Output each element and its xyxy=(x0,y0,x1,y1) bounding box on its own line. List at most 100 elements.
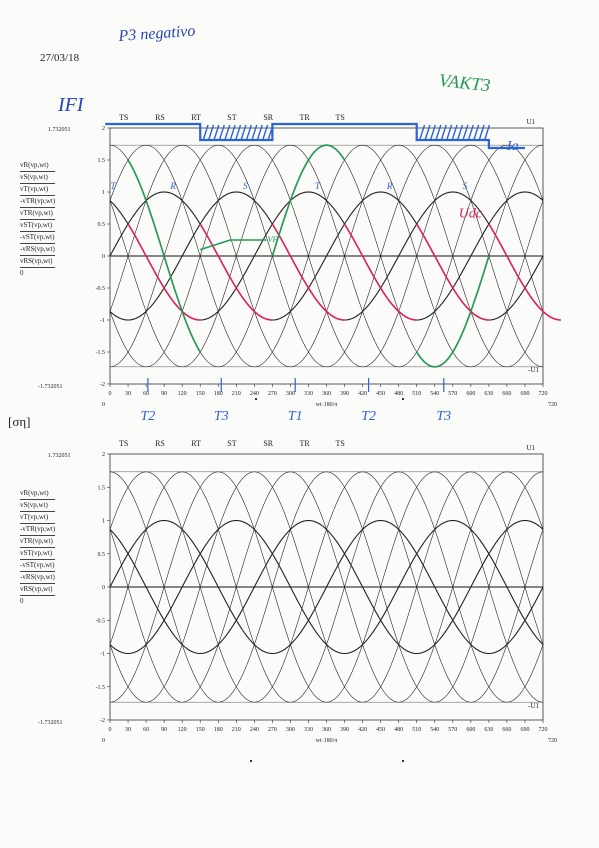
current-hatch xyxy=(229,124,236,141)
series-legend-top: vR(vp,wt) vS(vp,wt) vT(vp,wt) -vTR(vp,wt… xyxy=(20,160,56,279)
vf-label: VF xyxy=(268,235,278,244)
x-tick-label: 210 xyxy=(232,391,241,397)
current-hatch xyxy=(429,124,437,141)
current-hatch xyxy=(240,124,247,141)
legend-vr: vR(vp,wt) xyxy=(20,161,49,169)
legend-vt: vT(vp,wt) xyxy=(20,183,56,195)
legend-zero: 0 xyxy=(20,595,56,607)
current-hatch xyxy=(235,124,242,141)
legend-vr: vR(vp,wt) xyxy=(20,489,49,497)
current-hatch xyxy=(424,124,431,141)
vak-curve xyxy=(127,159,201,353)
y-tick-label: 0.5 xyxy=(98,552,106,558)
x-tick-label: 630 xyxy=(484,727,493,733)
current-hatch xyxy=(478,124,485,141)
x-tick-label: 540 xyxy=(430,727,439,733)
current-hatch xyxy=(467,124,474,141)
x-tick-label: 480 xyxy=(394,727,403,733)
current-hatch xyxy=(456,124,464,141)
x-tick-label: 720 xyxy=(539,391,548,397)
x-tick-label: 570 xyxy=(448,391,457,397)
legend-vtr: vTR(vp,wt) xyxy=(20,535,56,547)
y-bottom-label: -1.732051 xyxy=(38,720,63,726)
legend-vst: vST(vp,wt) xyxy=(20,547,56,559)
legend-neg-vtr: -vTR(vp,wt) xyxy=(20,523,56,533)
page-dot xyxy=(250,760,252,762)
legend-neg-vtr: -vTR(vp,wt) xyxy=(20,195,56,205)
x-tick-label: 240 xyxy=(250,727,259,733)
x-tick-label: 540 xyxy=(430,391,439,397)
x-tick-label: 390 xyxy=(340,391,349,397)
x-tick-label: 600 xyxy=(466,727,475,733)
x-axis-label: wt·180/π xyxy=(316,402,338,408)
page-dot xyxy=(255,398,257,400)
phase-hand-label: T xyxy=(315,181,321,191)
x-tick-label: 240 xyxy=(250,391,259,397)
x-tick-label: 90 xyxy=(161,727,167,733)
y-bottom-label: -1.732051 xyxy=(38,384,63,390)
x-right-label: 720 xyxy=(548,738,557,744)
y-top-label: 1.732051 xyxy=(48,453,71,459)
x-tick-label: 660 xyxy=(502,727,511,733)
current-hatch xyxy=(207,124,215,141)
x-tick-label: 30 xyxy=(125,391,131,397)
y-tick-label: 1 xyxy=(102,190,105,196)
y-tick-label: 0.5 xyxy=(98,222,106,228)
y-tick-label: -1.5 xyxy=(96,350,106,356)
x-tick-label: 300 xyxy=(286,727,295,733)
current-waveform-ia xyxy=(105,122,525,150)
phase-label: TS xyxy=(119,439,128,448)
x-left-label: 0 xyxy=(102,738,105,744)
x-tick-label: 690 xyxy=(520,391,529,397)
x-tick-label: 270 xyxy=(268,727,277,733)
current-hatch xyxy=(462,124,469,141)
x-tick-label: 630 xyxy=(484,391,493,397)
phase-label: RT xyxy=(191,439,201,448)
x-tick-label: 360 xyxy=(322,391,331,397)
vak-curve xyxy=(271,144,346,257)
legend-zero: 0 xyxy=(20,267,56,279)
y-tick-label: -0.5 xyxy=(96,286,106,292)
x-tick-label: 360 xyxy=(322,727,331,733)
y-tick-label: 1 xyxy=(102,519,105,525)
thyristor-label: T2 xyxy=(140,409,155,424)
current-hatch xyxy=(435,124,442,141)
x-tick-label: 60 xyxy=(143,727,149,733)
phase-label: TS xyxy=(119,113,128,122)
legend-vtr: vTR(vp,wt) xyxy=(20,207,56,219)
current-hatch xyxy=(218,124,225,141)
x-tick-label: 510 xyxy=(412,727,421,733)
legend-vrs: vRS(vp,wt) xyxy=(20,255,56,267)
x-tick-label: 720 xyxy=(539,727,548,733)
phase-hand-label: S xyxy=(463,181,468,191)
phase-label: TR xyxy=(299,439,310,448)
phase-label: SR xyxy=(263,113,273,122)
phase-label: TS xyxy=(336,113,345,122)
x-tick-label: 330 xyxy=(304,391,313,397)
vf-line xyxy=(199,239,267,251)
x-tick-label: 0 xyxy=(109,391,112,397)
y-tick-label: -1.5 xyxy=(96,685,106,691)
phase-hand-label: R xyxy=(386,181,393,191)
x-tick-label: 60 xyxy=(143,391,149,397)
phase-label: RT xyxy=(191,113,201,122)
current-hatch xyxy=(245,124,252,141)
x-tick-label: 420 xyxy=(358,391,367,397)
x-tick-label: 210 xyxy=(232,727,241,733)
x-tick-label: 660 xyxy=(502,391,511,397)
current-hatch xyxy=(419,124,426,141)
date: 27/03/18 xyxy=(40,52,80,64)
x-tick-label: 30 xyxy=(125,727,131,733)
thyristor-label: T3 xyxy=(436,409,451,424)
series-line-vtr xyxy=(109,144,544,368)
current-hatch xyxy=(202,124,209,141)
current-hatch xyxy=(473,124,480,141)
corner-label-bottom: -U1 xyxy=(528,702,539,710)
legend-vs: vS(vp,wt) xyxy=(20,499,56,511)
x-tick-label: 180 xyxy=(214,391,223,397)
corner-label-top: U1 xyxy=(526,444,535,452)
phase-hand-label: R xyxy=(169,181,176,191)
thyristor-label: T2 xyxy=(361,409,376,424)
x-tick-label: 0 xyxy=(109,727,112,733)
